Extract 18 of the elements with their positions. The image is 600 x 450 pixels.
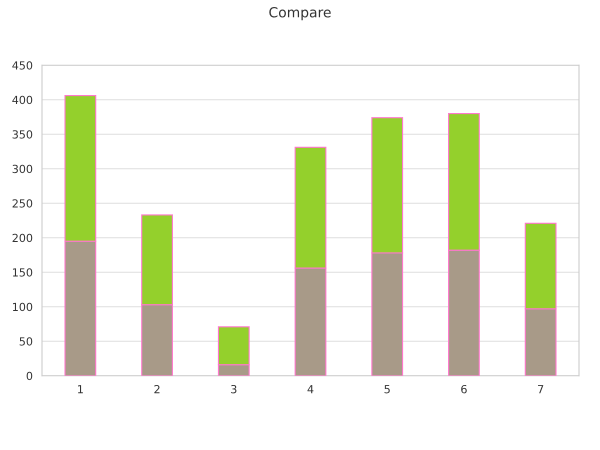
y-tick-label: 0 bbox=[26, 372, 32, 380]
chart-title: Compare bbox=[269, 6, 331, 20]
y-tick-label: 150 bbox=[12, 268, 32, 277]
y-tick-label: 100 bbox=[12, 302, 32, 312]
x-tick-label: 6 bbox=[461, 384, 467, 394]
y-tick-label: 450 bbox=[12, 61, 32, 70]
y-tick-label: 400 bbox=[12, 96, 32, 104]
y-tick-label: 50 bbox=[20, 337, 32, 346]
x-tick-label: 5 bbox=[384, 385, 390, 394]
y-tick-label: 350 bbox=[12, 130, 32, 139]
x-tick-label: 3 bbox=[231, 384, 236, 394]
x-tick-label: 1 bbox=[78, 385, 83, 394]
x-tick-label: 2 bbox=[154, 384, 160, 394]
y-tick-label: 250 bbox=[12, 199, 32, 208]
y-tick-label: 200 bbox=[12, 234, 32, 242]
x-tick-label: 4 bbox=[308, 385, 314, 394]
x-tick-label: 7 bbox=[538, 385, 544, 394]
y-tick-label: 300 bbox=[12, 164, 32, 174]
